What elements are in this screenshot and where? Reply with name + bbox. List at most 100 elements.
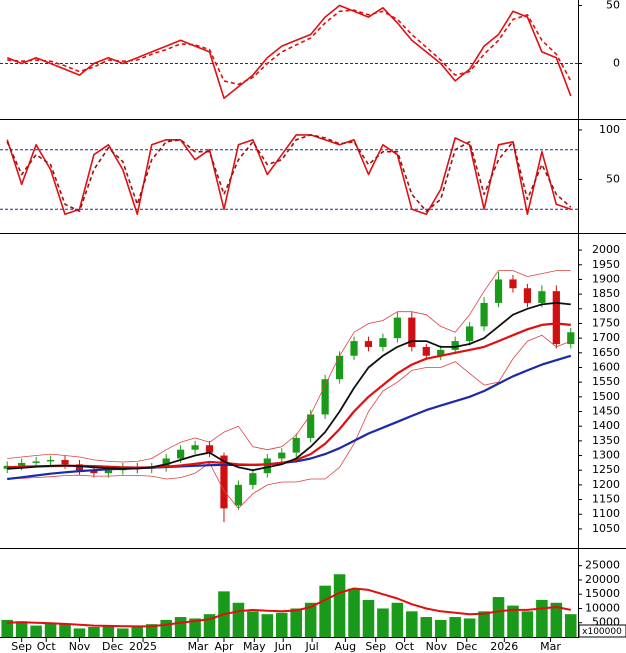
volume-bar (507, 605, 519, 637)
y-tick-label: 1300 (592, 449, 620, 462)
candle-body (480, 302, 488, 327)
volume-bar (117, 628, 129, 637)
candle-body (263, 458, 271, 474)
candle-body (249, 473, 257, 485)
candle-body (350, 341, 358, 356)
y-tick-label: 1500 (592, 390, 620, 403)
series-line (7, 9, 572, 86)
candle-body (408, 317, 416, 347)
volume-bar (304, 602, 317, 637)
x-tick-label: Aug (335, 640, 356, 653)
x-tick-label: Dec (456, 640, 477, 653)
volume-bar (290, 608, 303, 637)
x-tick-label: Jun (274, 640, 292, 653)
x-tick-label: Jul (304, 640, 318, 653)
volume-bar (521, 611, 534, 637)
y-tick-label: 1250 (592, 463, 620, 476)
volume-bar (434, 619, 447, 637)
y-tick-label: 50 (606, 0, 620, 11)
candle-body (177, 449, 185, 459)
y-tick-label: 20000 (585, 573, 620, 586)
candle-body (234, 484, 243, 506)
candle-body (162, 458, 170, 468)
y-tick-label: 1450 (592, 405, 620, 418)
candle-body (321, 379, 329, 415)
candle-body (364, 341, 373, 347)
volume-bar (1, 619, 14, 637)
y-tick-label: 10000 (585, 601, 620, 614)
volume-bar (102, 625, 115, 637)
candle-body (205, 445, 214, 453)
volume-bar (463, 618, 476, 637)
y-tick-label: 1950 (592, 258, 620, 271)
series-line (7, 587, 571, 628)
y-tick-label: 25000 (585, 559, 620, 572)
volume-bar (478, 611, 490, 637)
candle-body (335, 355, 344, 380)
volume-bar (377, 608, 389, 637)
x-tick-label: Nov (426, 640, 448, 653)
y-tick-label: 1050 (592, 522, 620, 535)
candle-body (18, 462, 26, 466)
volume-bar (492, 597, 505, 637)
y-tick-label: 50 (606, 172, 620, 185)
candle-body (292, 437, 300, 453)
y-tick-label: 1350 (592, 434, 620, 447)
volume-bar (30, 625, 42, 637)
x-tick-label: Dec (102, 640, 123, 653)
y-tick-label: 1200 (592, 478, 620, 491)
x-tick-label: Sep (365, 640, 386, 653)
candle-body (75, 464, 84, 471)
candle-body (393, 317, 401, 339)
x-tick-label: Nov (69, 640, 91, 653)
volume-bar (348, 588, 360, 637)
y-tick-label: 1400 (592, 419, 620, 432)
y-tick-label: 1550 (592, 375, 620, 388)
volume-bar (449, 617, 461, 637)
x-tick-label: 2026 (490, 640, 518, 653)
volume-bar (362, 599, 375, 637)
y-tick-label: 1900 (592, 272, 620, 285)
y-tick-label: 1700 (592, 331, 620, 344)
series-line (7, 334, 571, 509)
volume-bar (406, 611, 418, 637)
candle-body (61, 459, 69, 465)
candle-body (466, 326, 474, 342)
candle-body (278, 452, 286, 459)
candle-body (46, 459, 55, 462)
candle-body (494, 279, 503, 303)
candle-body (523, 288, 532, 303)
volume-bar (189, 618, 201, 637)
y-tick-label: 2000 (592, 243, 620, 256)
volume-bar (131, 627, 144, 637)
unit-label: x100000 (582, 627, 622, 637)
x-tick-label: Apr (214, 640, 234, 653)
candle-body (509, 279, 517, 289)
volume-bar (333, 574, 346, 637)
y-tick-label: 0 (613, 56, 620, 69)
y-tick-label: 1850 (592, 287, 620, 300)
volume-bar (203, 614, 216, 637)
series-line (7, 302, 571, 472)
candle-body (32, 461, 40, 463)
y-tick-label: 1150 (592, 493, 620, 506)
candle-body (90, 470, 98, 474)
x-tick-label: 2025 (129, 640, 157, 653)
volume-bar (247, 611, 259, 637)
unit-box (578, 624, 626, 638)
volume-bar (261, 614, 274, 637)
volume-bar (44, 622, 57, 637)
candle-body (451, 341, 459, 350)
series-line (6, 134, 572, 215)
volume-bar (275, 612, 288, 637)
x-tick-label: Sep (11, 640, 32, 653)
volume-bar (319, 585, 331, 637)
volume-bar (145, 624, 158, 637)
volume-bar (232, 602, 245, 637)
x-tick-label: Oct (395, 640, 415, 653)
x-tick-label: Mar (540, 640, 561, 653)
y-tick-label: 15000 (585, 587, 620, 600)
candle-body (191, 445, 199, 450)
